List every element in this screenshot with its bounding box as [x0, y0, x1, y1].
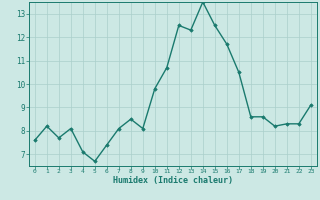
X-axis label: Humidex (Indice chaleur): Humidex (Indice chaleur)	[113, 176, 233, 185]
